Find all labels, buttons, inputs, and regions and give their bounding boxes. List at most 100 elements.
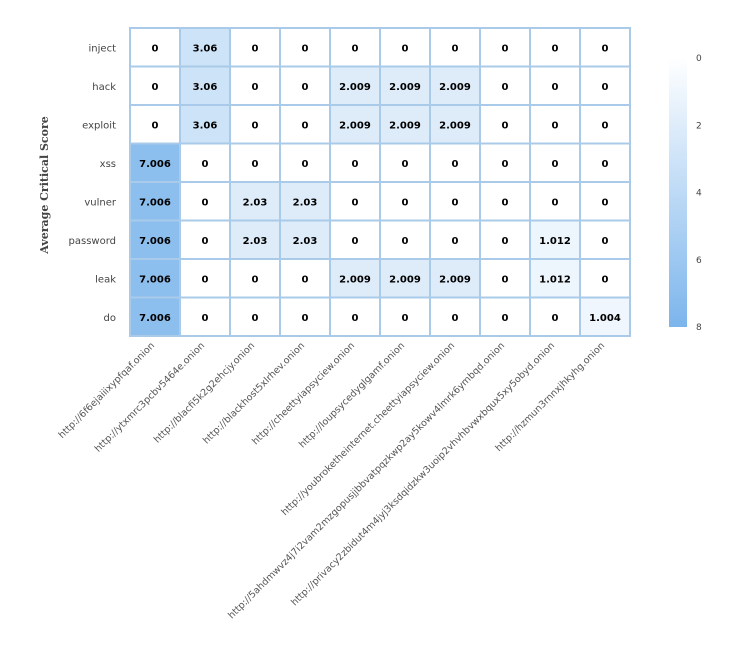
color-legend: 0 2 4 6 8	[669, 54, 702, 333]
cell-value-label: 2.009	[389, 120, 421, 131]
heatmap-cell[interactable]	[529, 65, 581, 106]
heatmap-cell[interactable]	[129, 219, 181, 260]
heatmap-cell[interactable]	[129, 142, 181, 183]
cell-value-label: 1.012	[539, 236, 571, 247]
heatmap-cell[interactable]	[479, 27, 531, 68]
cell-value-label: 0	[602, 120, 609, 131]
cell-value-label: 2.009	[339, 274, 371, 285]
heatmap-cell[interactable]	[279, 258, 331, 299]
heatmap-cell[interactable]	[229, 296, 281, 337]
heatmap-cell[interactable]	[229, 104, 281, 145]
cell-value-label: 2.009	[439, 120, 471, 131]
cell-value-label: 0	[402, 43, 409, 54]
heatmap-cell[interactable]	[329, 181, 381, 222]
legend-tick-label: 6	[696, 256, 702, 266]
heatmap-cell[interactable]	[529, 296, 581, 337]
heatmap-cell[interactable]	[179, 296, 231, 337]
cell-value-label: 0	[252, 82, 259, 93]
heatmap-cell[interactable]	[429, 65, 481, 106]
cell-value-label: 0	[452, 159, 459, 170]
cell-value-label: 3.06	[193, 120, 218, 131]
cell-value-label: 3.06	[193, 43, 218, 54]
heatmap-cell[interactable]	[379, 65, 431, 106]
column-label: http://cheettyiapsyciew.onion	[250, 340, 357, 447]
column-label: http://youbroketheinternet.cheettyiapsyc…	[279, 340, 457, 518]
cell-value-label: 0	[502, 159, 509, 170]
cell-value-label: 0	[502, 236, 509, 247]
cell-value-label: 2.009	[339, 82, 371, 93]
heatmap-cell[interactable]	[429, 142, 481, 183]
heatmap-cell[interactable]	[379, 181, 431, 222]
cell-value-label: 0	[502, 274, 509, 285]
cell-value-label: 0	[502, 120, 509, 131]
cell-value-label: 0	[302, 43, 309, 54]
cell-value-label: 0	[202, 236, 209, 247]
cell-value-label: 7.006	[139, 197, 171, 208]
cell-value-label: 0	[602, 159, 609, 170]
cell-value-label: 2.009	[439, 82, 471, 93]
cell-value-label: 0	[202, 274, 209, 285]
row-label: do	[104, 313, 116, 324]
cell-value-label: 0	[252, 313, 259, 324]
heatmap-cell[interactable]	[129, 258, 181, 299]
cell-value-label: 0	[302, 159, 309, 170]
heatmap-cells: 0 3.06 0 0 0 0 0 0 0 0 0 3.06 0 0 2.009 2.009 2.009 0 0 0 0 3…	[129, 27, 631, 337]
cell-value-label: 2.03	[293, 236, 318, 247]
cell-value-label: 0	[302, 120, 309, 131]
cell-value-label: 0	[452, 43, 459, 54]
heatmap-cell[interactable]	[279, 296, 331, 337]
heatmap-cell[interactable]	[379, 219, 431, 260]
cell-value-label: 0	[252, 159, 259, 170]
heatmap-cell[interactable]	[529, 104, 581, 145]
heatmap-cell[interactable]	[379, 142, 431, 183]
cell-value-label: 0	[152, 43, 159, 54]
heatmap-cell[interactable]	[379, 258, 431, 299]
heatmap-cell[interactable]	[579, 27, 631, 68]
heatmap-cell[interactable]	[479, 296, 531, 337]
cell-value-label: 0	[202, 313, 209, 324]
cell-value-label: 0	[202, 197, 209, 208]
cell-value-label: 7.006	[139, 313, 171, 324]
cell-value-label: 7.006	[139, 274, 171, 285]
cell-value-label: 0	[352, 313, 359, 324]
heatmap-cell[interactable]	[429, 104, 481, 145]
heatmap-cell[interactable]	[329, 296, 381, 337]
row-label: password	[69, 236, 116, 247]
column-label: http://loupsycedyglgamf.onion	[297, 340, 407, 450]
cell-value-label: 0	[302, 82, 309, 93]
row-label: vulner	[84, 197, 117, 208]
row-labels: inject hack exploit xss vulner password leak do	[69, 43, 117, 324]
heatmap-cell[interactable]	[579, 296, 631, 337]
heatmap-cell[interactable]	[279, 219, 331, 260]
heatmap-cell[interactable]	[329, 219, 381, 260]
heatmap-cell[interactable]	[529, 219, 581, 260]
heatmap-cell[interactable]	[579, 181, 631, 222]
heatmap-cell[interactable]	[179, 65, 231, 106]
row-label: leak	[95, 274, 116, 285]
heatmap-cell[interactable]	[579, 258, 631, 299]
heatmap-cell[interactable]	[479, 258, 531, 299]
cell-value-label: 0	[502, 43, 509, 54]
cell-value-label: 0	[552, 43, 559, 54]
column-label: http://hzmun3rnnxjhkyhg.onion	[493, 340, 607, 454]
heatmap-cell[interactable]	[429, 296, 481, 337]
row-label: xss	[100, 159, 116, 170]
cell-value-label: 0	[502, 197, 509, 208]
cell-value-label: 0	[352, 197, 359, 208]
column-label: http://blackhost5xlrhev.onion	[201, 340, 307, 446]
legend-tick-label: 4	[696, 189, 702, 199]
heatmap-cell[interactable]	[579, 65, 631, 106]
cell-value-label: 0	[452, 313, 459, 324]
heatmap-cell[interactable]	[479, 181, 531, 222]
cell-value-label: 2.03	[243, 236, 268, 247]
cell-value-label: 2.03	[293, 197, 318, 208]
heatmap-cell[interactable]	[429, 258, 481, 299]
heatmap-cell[interactable]	[579, 104, 631, 145]
cell-value-label: 0	[352, 43, 359, 54]
cell-value-label: 2.009	[339, 120, 371, 131]
cell-value-label: 1.004	[589, 313, 621, 324]
row-label: inject	[89, 43, 117, 54]
heatmap-cell[interactable]	[529, 258, 581, 299]
cell-value-label: 7.006	[139, 236, 171, 247]
cell-value-label: 0	[152, 120, 159, 131]
